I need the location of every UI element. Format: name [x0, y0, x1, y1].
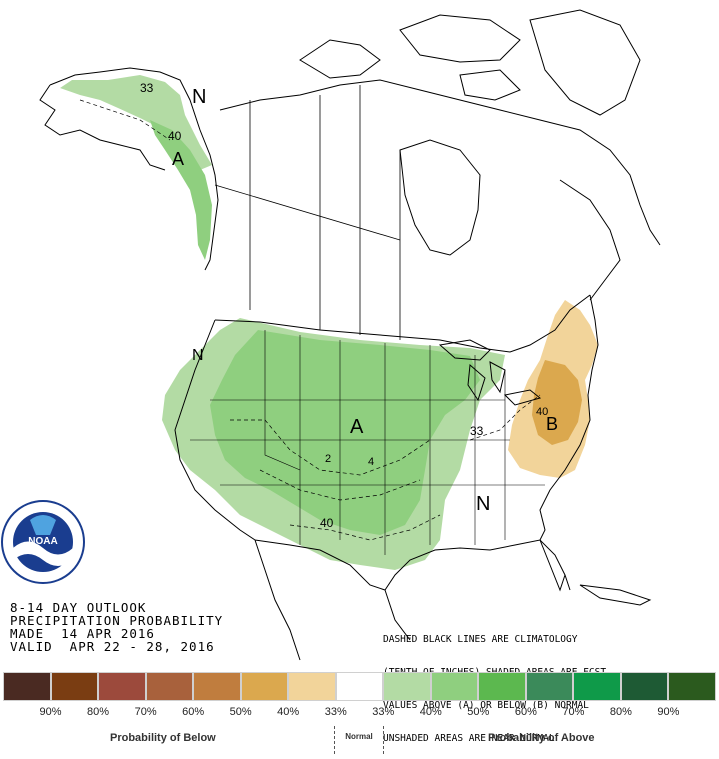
legend-swatch-6 — [288, 672, 336, 701]
east-33-label: 33 — [470, 424, 484, 438]
contour-2-label: 2 — [325, 453, 331, 465]
legend-percent-0: 90% — [39, 706, 62, 718]
legend-swatch-7 — [335, 672, 384, 701]
panhandle-above-area — [150, 120, 212, 260]
legend-percent-11: 70% — [562, 706, 585, 718]
us-east-coast — [539, 294, 599, 541]
note-line-4: UNSHADED AREAS ARE NEAR-NORMAL — [383, 733, 555, 744]
west-above-40-area — [210, 330, 480, 535]
legend-percents: 90% 80% 70% 60% 50% 40% 33% 33% 40% 50% 60% 70% 80% 9… — [3, 706, 716, 718]
outlook-subtitle: PRECIPITATION PROBABILITY — [10, 613, 224, 628]
normal-caption: Normal — [345, 732, 373, 741]
us-canada-border — [214, 294, 591, 353]
canada-outline — [219, 79, 661, 246]
us-mexico-border — [254, 539, 571, 591]
note-line-1: DASHED BLACK LINES ARE CLIMATOLOGY — [383, 634, 578, 645]
legend-swatch-0 — [3, 672, 51, 701]
legend-swatch-3 — [145, 672, 194, 701]
legend-swatch-13 — [620, 672, 669, 701]
legend-percent-6: 33% — [324, 706, 347, 718]
legend-swatch-8 — [383, 672, 431, 701]
outlook-made: MADE 14 APR 2016 — [10, 626, 155, 641]
alaska-n-label: N — [192, 86, 206, 108]
legend-swatch-9 — [430, 672, 479, 701]
legend-swatch-11 — [525, 672, 574, 701]
legend-percent-5: 40% — [277, 706, 300, 718]
central-a-label: A — [350, 416, 364, 438]
legend-swatch-1 — [50, 672, 99, 701]
contour-4-label: 4 — [368, 456, 374, 468]
normal-box: Normal — [334, 726, 384, 754]
legend-percent-3: 60% — [182, 706, 205, 718]
outlook-map: N 33 40 A N A 2 4 40 33 40 B N NOAA — [1, 9, 661, 661]
legend-swatch-12 — [573, 672, 621, 701]
legend-percent-8: 40% — [419, 706, 442, 718]
noaa-logo: NOAA — [1, 500, 85, 584]
note-line-3: VALUES ABOVE (A) OR BELOW (B) NORMAL — [383, 700, 589, 711]
east-b-label: B — [546, 414, 558, 434]
legend-swatch-4 — [193, 672, 241, 701]
hudson-bay-outline — [399, 139, 481, 256]
legend-percent-7: 33% — [372, 706, 395, 718]
legend-percent-1: 80% — [87, 706, 110, 718]
mexico-outline — [254, 539, 301, 661]
alaska-a-label: A — [172, 149, 184, 169]
legend-percent-10: 60% — [514, 706, 537, 718]
alaska-outline — [49, 67, 219, 271]
east-40-label: 40 — [536, 406, 548, 418]
alaska-33-label: 33 — [140, 81, 154, 95]
outlook-valid: VALID APR 22 - 28, 2016 — [10, 639, 215, 654]
legend-percent-12: 80% — [609, 706, 632, 718]
west-n-label: N — [192, 347, 204, 364]
legend-swatch-14 — [668, 672, 716, 701]
outlook-title: 8-14 DAY OUTLOOK — [10, 600, 147, 615]
southeast-n-label: N — [476, 493, 490, 515]
contour-40-label: 40 — [320, 516, 334, 530]
alaska-above-area — [60, 75, 212, 170]
legend-swatch-10 — [478, 672, 526, 701]
probability-legend: 90% 80% 70% 60% 50% 40% 33% 33% 40% 50% 60% 70% 80% 9… — [0, 672, 719, 759]
legend-percent-2: 70% — [134, 706, 157, 718]
noaa-logo-text: NOAA — [28, 536, 57, 547]
legend-swatch-5 — [240, 672, 289, 701]
legend-percent-13: 90% — [657, 706, 680, 718]
legend-swatches — [3, 672, 716, 703]
legend-percent-4: 50% — [229, 706, 252, 718]
legend-percent-9: 50% — [467, 706, 490, 718]
east-below-40-area — [532, 360, 582, 445]
us-west-coast — [174, 319, 256, 541]
alaska-40-label: 40 — [168, 129, 182, 143]
below-caption: Probability of Below — [110, 732, 216, 744]
above-caption: Probability of Above — [488, 732, 595, 744]
legend-swatch-2 — [98, 672, 146, 701]
